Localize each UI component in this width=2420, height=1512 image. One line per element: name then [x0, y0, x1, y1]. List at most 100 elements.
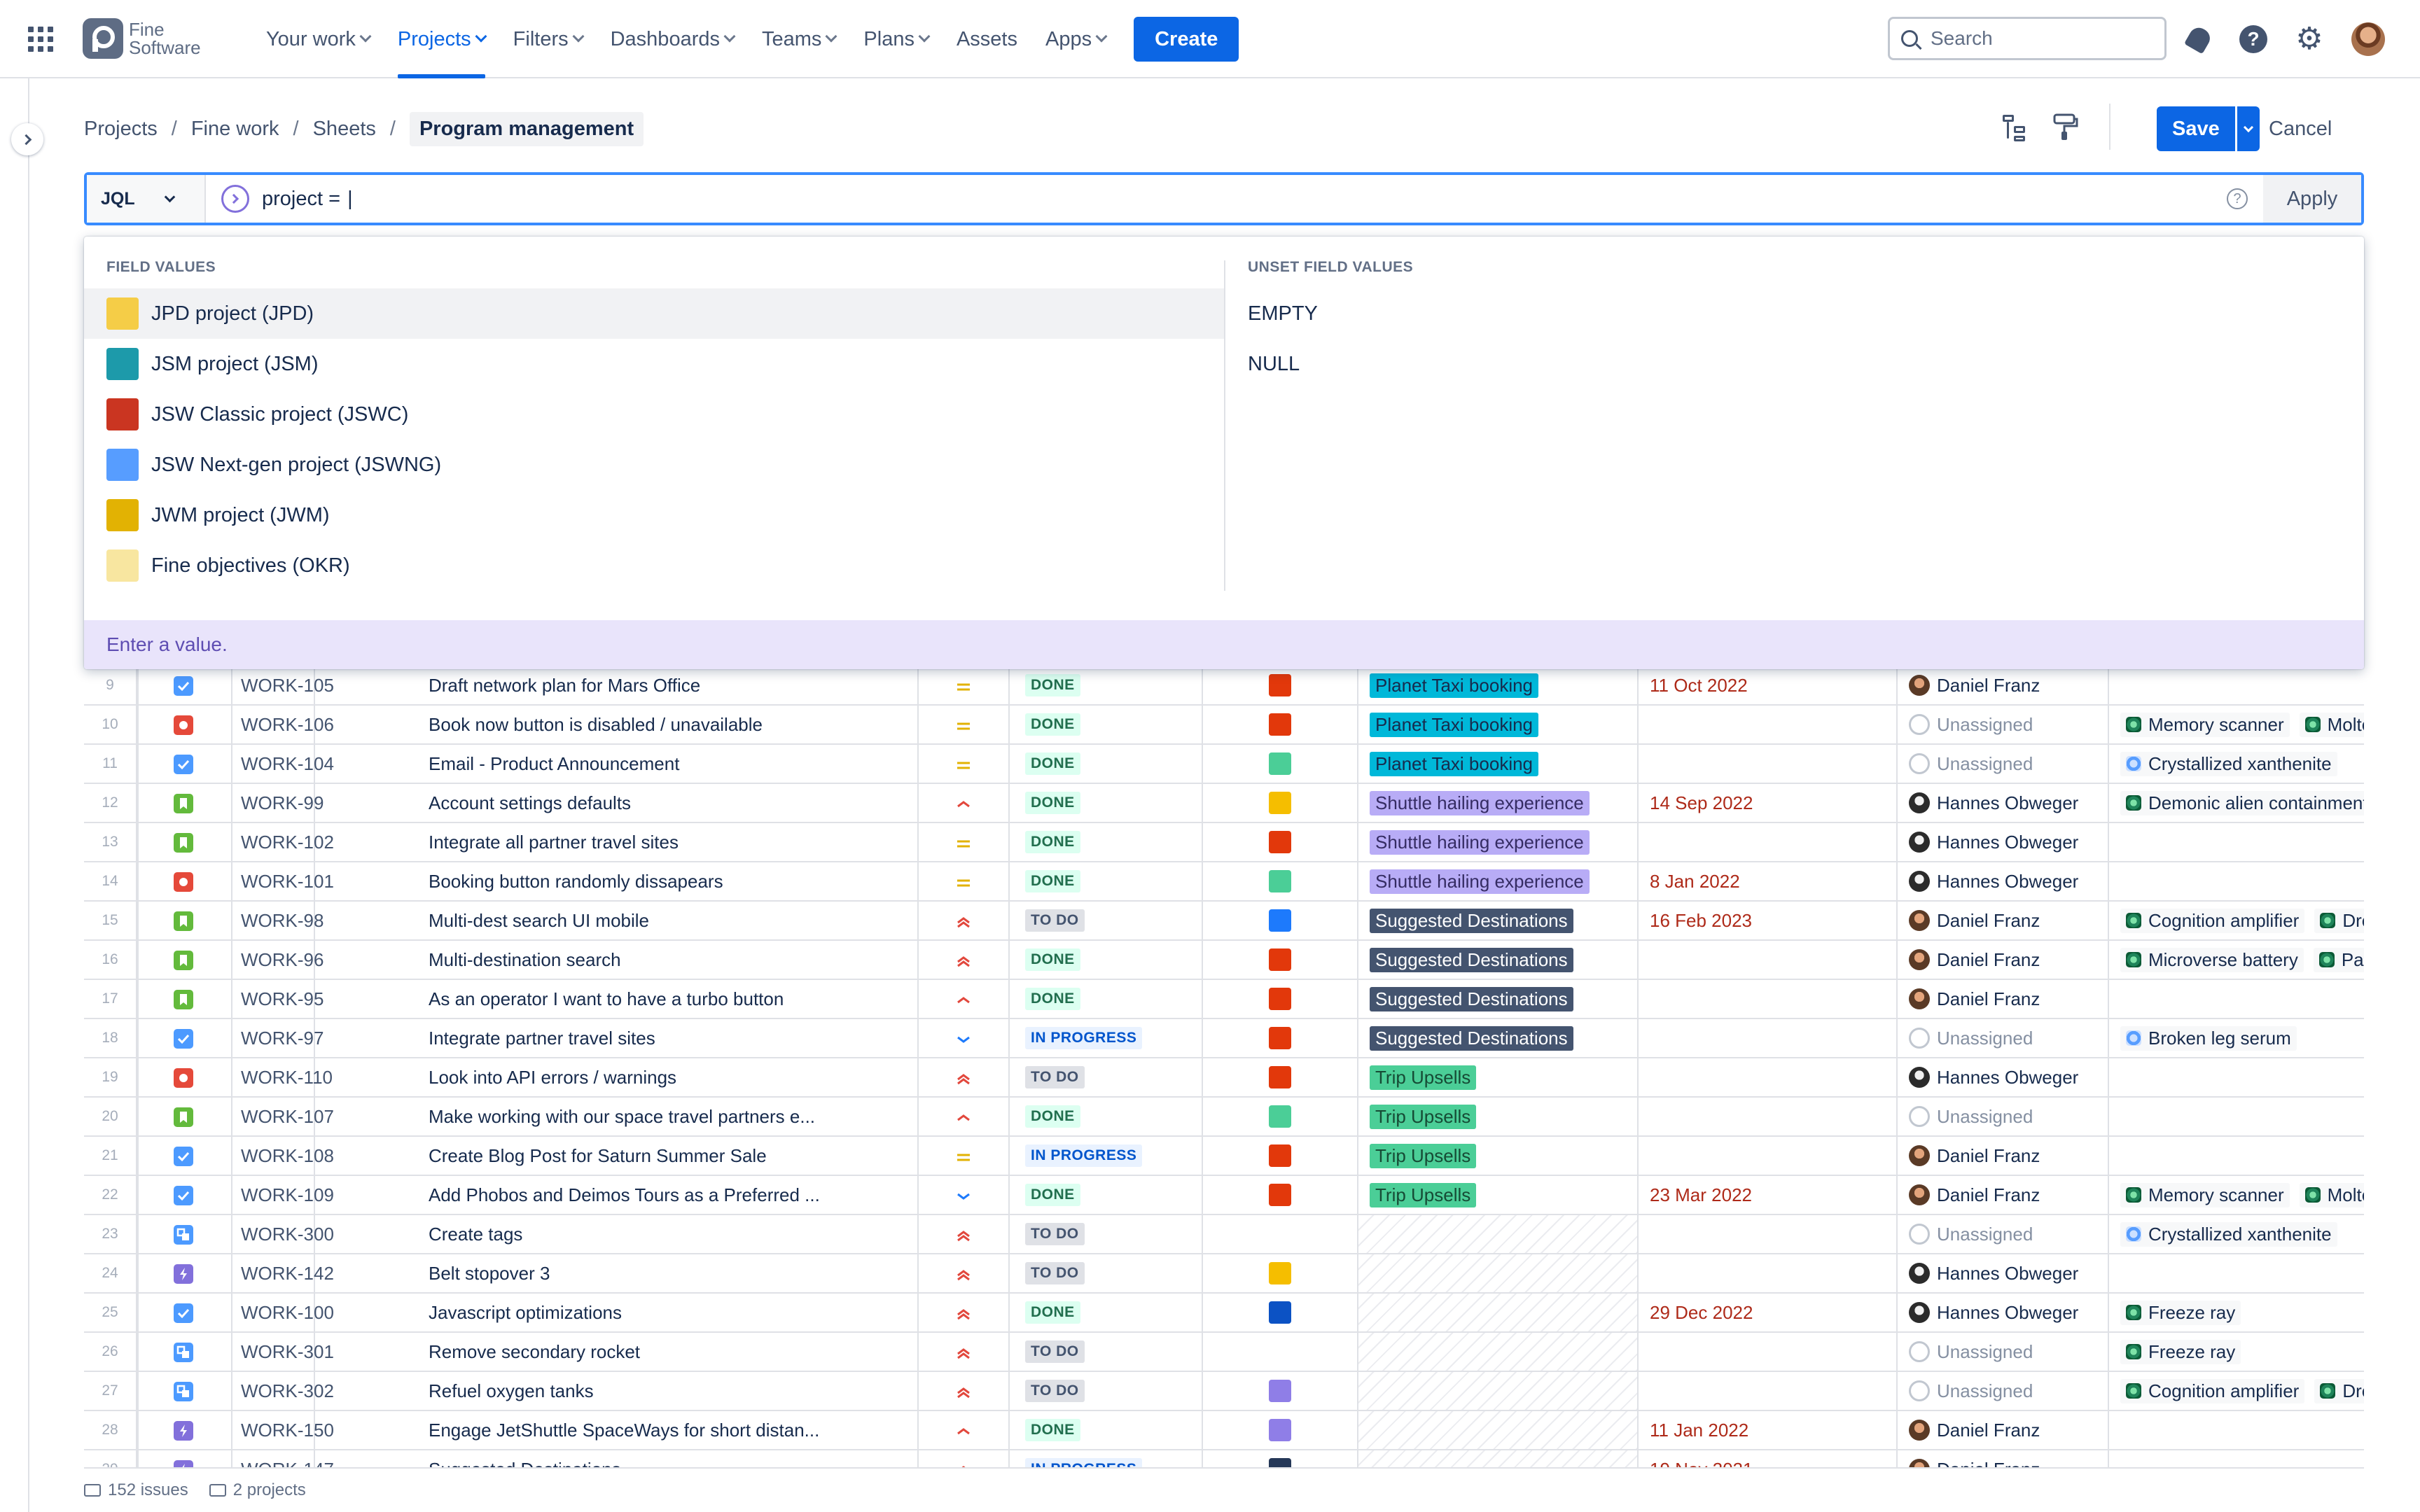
priority-cell[interactable]	[919, 1019, 1010, 1057]
priority-cell[interactable]	[919, 1176, 1010, 1214]
table-row[interactable]: 23 WORK-300 Create tags TO DO Unassigned Crys…	[84, 1215, 2364, 1254]
status-cell[interactable]: DONE	[1010, 1176, 1203, 1214]
table-row[interactable]: 10 WORK-106 Book now button is disabled / …	[84, 706, 2364, 745]
paint-roller-icon[interactable]	[2050, 112, 2081, 143]
issue-key[interactable]: WORK-98	[241, 909, 324, 931]
issue-summary[interactable]: Look into API errors / warnings	[413, 1058, 919, 1096]
assignee-cell[interactable]: Daniel Franz	[1898, 941, 2109, 979]
color-cell[interactable]	[1203, 980, 1358, 1018]
components-cell[interactable]	[2109, 980, 2364, 1018]
table-row[interactable]: 25 WORK-100 Javascript optimizations DONE 29…	[84, 1294, 2364, 1333]
components-cell[interactable]	[2109, 823, 2364, 861]
priority-cell[interactable]	[919, 941, 1010, 979]
issue-key[interactable]: WORK-106	[241, 713, 334, 735]
query-mode-select[interactable]: JQL	[87, 175, 206, 223]
jql-input[interactable]: project =	[262, 188, 2227, 211]
components-cell[interactable]: Microverse battery Particle bea	[2109, 941, 2364, 979]
issue-key[interactable]: WORK-105	[241, 674, 334, 696]
table-row[interactable]: 15 WORK-98 Multi-dest search UI mobile TO D…	[84, 902, 2364, 941]
color-cell[interactable]	[1203, 941, 1358, 979]
priority-cell[interactable]	[919, 902, 1010, 939]
issue-summary[interactable]: Integrate all partner travel sites	[413, 823, 919, 861]
issue-key[interactable]: WORK-102	[241, 831, 334, 853]
priority-cell[interactable]	[919, 1098, 1010, 1135]
page-title[interactable]: Program management	[409, 111, 644, 146]
issue-summary[interactable]: Refuel oxygen tanks	[413, 1372, 919, 1410]
issue-summary[interactable]: Add Phobos and Deimos Tours as a Preferr…	[413, 1176, 919, 1214]
components-cell[interactable]: Crystallized xanthenite	[2109, 1215, 2364, 1253]
assignee-cell[interactable]: Unassigned	[1898, 1333, 2109, 1371]
table-row[interactable]: 17 WORK-95 As an operator I want to have a…	[84, 980, 2364, 1019]
save-options-button[interactable]	[2237, 106, 2260, 151]
priority-cell[interactable]	[919, 706, 1010, 743]
table-row[interactable]: 14 WORK-101 Booking button randomly dissap…	[84, 862, 2364, 902]
table-row[interactable]: 19 WORK-110 Look into API errors / warning…	[84, 1058, 2364, 1098]
project-option[interactable]: JSW Classic project (JSWC)	[84, 389, 1224, 440]
due-date[interactable]	[1639, 823, 1898, 861]
components-cell[interactable]	[2109, 666, 2364, 704]
issue-key[interactable]: WORK-142	[241, 1262, 334, 1284]
components-cell[interactable]	[2109, 1058, 2364, 1096]
color-cell[interactable]	[1203, 745, 1358, 783]
breadcrumb-sheets[interactable]: Sheets	[312, 117, 376, 140]
status-cell[interactable]: TO DO	[1010, 1215, 1203, 1253]
due-date[interactable]: 16 Feb 2023	[1639, 902, 1898, 939]
project-option[interactable]: JSM project (JSM)	[84, 339, 1224, 389]
help-button[interactable]: ?	[2237, 22, 2270, 56]
status-cell[interactable]: DONE	[1010, 1294, 1203, 1331]
assignee-cell[interactable]: Daniel Franz	[1898, 1137, 2109, 1175]
components-cell[interactable]: Crystallized xanthenite	[2109, 745, 2364, 783]
assignee-cell[interactable]: Hannes Obweger	[1898, 1254, 2109, 1292]
components-cell[interactable]: Memory scanner Molten iron ex	[2109, 1176, 2364, 1214]
assignee-cell[interactable]: Daniel Franz	[1898, 980, 2109, 1018]
issue-key[interactable]: WORK-109	[241, 1184, 334, 1205]
color-cell[interactable]	[1203, 862, 1358, 900]
assignee-cell[interactable]: Daniel Franz	[1898, 666, 2109, 704]
color-cell[interactable]	[1203, 823, 1358, 861]
issue-summary[interactable]: Booking button randomly dissapears	[413, 862, 919, 900]
epic-cell[interactable]: Shuttle hailing experience	[1358, 862, 1639, 900]
color-cell[interactable]	[1203, 1294, 1358, 1331]
status-cell[interactable]: DONE	[1010, 666, 1203, 704]
due-date[interactable]	[1639, 706, 1898, 743]
issue-key[interactable]: WORK-99	[241, 792, 324, 813]
epic-cell[interactable]: Trip Upsells	[1358, 1176, 1639, 1214]
due-date[interactable]: 14 Sep 2022	[1639, 784, 1898, 822]
issue-key[interactable]: WORK-302	[241, 1380, 334, 1401]
breadcrumb-fine-work[interactable]: Fine work	[190, 117, 279, 140]
priority-cell[interactable]	[919, 1137, 1010, 1175]
table-row[interactable]: 28 WORK-150 Engage JetShuttle SpaceWays fo…	[84, 1411, 2364, 1450]
status-cell[interactable]: DONE	[1010, 745, 1203, 783]
apply-button[interactable]: Apply	[2263, 175, 2361, 223]
project-option[interactable]: Fine objectives (OKR)	[84, 540, 1224, 591]
status-cell[interactable]: DONE	[1010, 784, 1203, 822]
status-cell[interactable]: TO DO	[1010, 902, 1203, 939]
assignee-cell[interactable]: Unassigned	[1898, 1098, 2109, 1135]
priority-cell[interactable]	[919, 1254, 1010, 1292]
issue-key[interactable]: WORK-101	[241, 870, 334, 892]
due-date[interactable]: 11 Oct 2022	[1639, 666, 1898, 704]
epic-cell[interactable]	[1358, 1254, 1639, 1292]
status-cell[interactable]: DONE	[1010, 862, 1203, 900]
issue-summary[interactable]: Belt stopover 3	[413, 1254, 919, 1292]
search-input[interactable]: Search	[1888, 17, 2167, 60]
priority-cell[interactable]	[919, 1058, 1010, 1096]
status-cell[interactable]: TO DO	[1010, 1333, 1203, 1371]
settings-button[interactable]: ⚙	[2293, 22, 2326, 56]
status-cell[interactable]: TO DO	[1010, 1058, 1203, 1096]
due-date[interactable]	[1639, 1333, 1898, 1371]
epic-cell[interactable]: Planet Taxi booking	[1358, 706, 1639, 743]
assignee-cell[interactable]: Hannes Obweger	[1898, 862, 2109, 900]
assignee-cell[interactable]: Hannes Obweger	[1898, 1294, 2109, 1331]
epic-cell[interactable]: Shuttle hailing experience	[1358, 784, 1639, 822]
priority-cell[interactable]	[919, 1333, 1010, 1371]
issue-summary[interactable]: Draft network plan for Mars Office	[413, 666, 919, 704]
issue-key[interactable]: WORK-104	[241, 752, 334, 774]
color-cell[interactable]	[1203, 1019, 1358, 1057]
issue-summary[interactable]: Email - Product Announcement	[413, 745, 919, 783]
nav-assets[interactable]: Assets	[943, 0, 1031, 78]
status-cell[interactable]: DONE	[1010, 1098, 1203, 1135]
table-row[interactable]: 16 WORK-96 Multi-destination search DONE Sug…	[84, 941, 2364, 980]
table-row[interactable]: 13 WORK-102 Integrate all partner travel s…	[84, 823, 2364, 862]
issue-summary[interactable]: Multi-dest search UI mobile	[413, 902, 919, 939]
